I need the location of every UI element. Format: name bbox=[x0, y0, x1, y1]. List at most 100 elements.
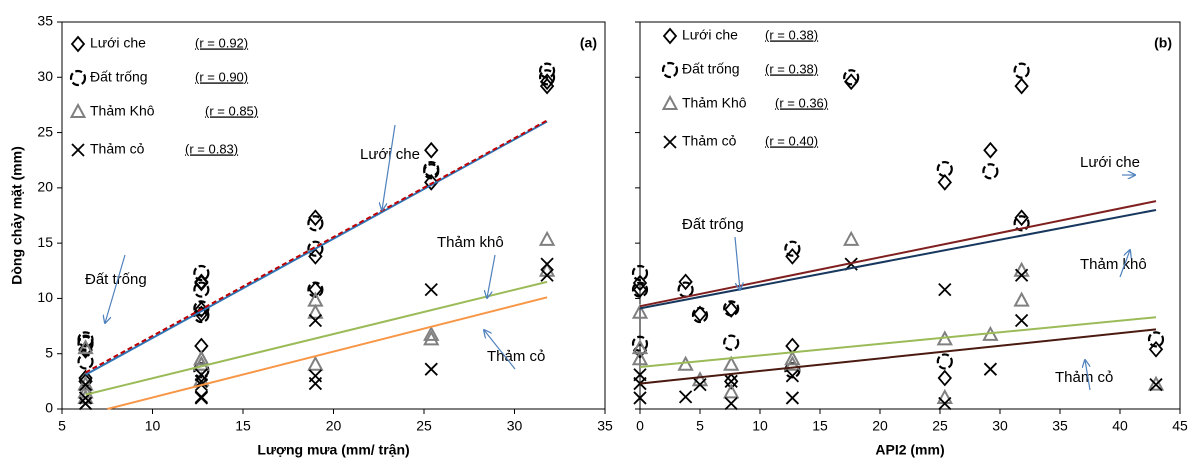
point bbox=[631, 281, 649, 298]
point bbox=[539, 77, 555, 95]
legend-symbol bbox=[663, 135, 677, 149]
point bbox=[194, 368, 209, 382]
point bbox=[1013, 62, 1030, 79]
point bbox=[1013, 291, 1030, 307]
point bbox=[724, 396, 738, 411]
y-tick-label: 35 bbox=[37, 13, 53, 29]
point bbox=[1014, 313, 1029, 328]
y-tick-label: 25 bbox=[37, 123, 53, 139]
legend-symbol bbox=[69, 69, 87, 87]
y-tick-label: 15 bbox=[37, 234, 53, 250]
point bbox=[1147, 331, 1165, 348]
point bbox=[308, 376, 323, 391]
annotation-arrow bbox=[484, 330, 516, 370]
point bbox=[631, 303, 649, 319]
annotation-arrow bbox=[382, 124, 396, 210]
point bbox=[77, 353, 94, 370]
point bbox=[983, 362, 998, 376]
point bbox=[1014, 77, 1029, 95]
point bbox=[1014, 209, 1029, 227]
point bbox=[307, 303, 324, 319]
point bbox=[724, 374, 738, 388]
x-tick-label: 5 bbox=[58, 418, 66, 434]
point bbox=[723, 383, 740, 399]
legend-symbol bbox=[71, 143, 85, 157]
point bbox=[77, 334, 94, 351]
annotation-arrow bbox=[1119, 250, 1130, 278]
trend-line bbox=[85, 280, 548, 396]
point bbox=[631, 264, 649, 282]
x-tick-label: 45 bbox=[1172, 418, 1188, 434]
y-tick-label: 5 bbox=[45, 344, 53, 360]
point bbox=[633, 391, 647, 405]
point bbox=[693, 378, 707, 392]
x-tick-label: 20 bbox=[872, 418, 888, 434]
point bbox=[632, 274, 648, 292]
legend-r-label: (r = 0.92) bbox=[195, 35, 248, 50]
point bbox=[631, 350, 649, 366]
y-tick-label: 0 bbox=[45, 400, 53, 416]
legend-symbol bbox=[69, 102, 87, 118]
point bbox=[678, 390, 693, 404]
x-tick-label: 10 bbox=[145, 418, 161, 434]
point bbox=[308, 313, 323, 328]
point bbox=[936, 388, 953, 404]
point bbox=[785, 369, 800, 383]
point bbox=[308, 209, 323, 227]
point bbox=[692, 305, 708, 323]
point bbox=[1149, 378, 1163, 392]
point bbox=[538, 62, 556, 79]
point bbox=[423, 325, 440, 341]
point bbox=[307, 355, 324, 371]
point bbox=[723, 334, 740, 351]
point bbox=[983, 141, 998, 159]
x-tick-label: 15 bbox=[812, 418, 828, 434]
y-tick-label: 30 bbox=[37, 68, 53, 84]
trend-line bbox=[639, 328, 1157, 385]
legend-symbol bbox=[661, 61, 679, 79]
point bbox=[937, 173, 952, 191]
point bbox=[1148, 340, 1164, 358]
x-tick-label: 20 bbox=[326, 418, 342, 434]
annotation-arrow bbox=[1085, 360, 1091, 391]
legend-r-label: (r = 0.85) bbox=[205, 103, 258, 118]
point bbox=[424, 141, 439, 159]
point bbox=[724, 372, 739, 390]
trend-line bbox=[639, 200, 1157, 308]
point bbox=[540, 268, 554, 282]
x-tick-label: 30 bbox=[992, 418, 1008, 434]
point bbox=[784, 240, 801, 257]
point bbox=[193, 264, 210, 282]
point bbox=[423, 160, 440, 178]
point bbox=[194, 391, 209, 405]
point bbox=[78, 378, 93, 392]
trend-line bbox=[107, 296, 548, 410]
point bbox=[424, 282, 438, 297]
legend-label: Lưới che bbox=[90, 35, 146, 51]
x-tick-label: 15 bbox=[235, 418, 251, 434]
point bbox=[307, 215, 324, 232]
point bbox=[723, 300, 740, 317]
point bbox=[307, 240, 324, 257]
point bbox=[843, 230, 860, 246]
legend-r-label: (r = 0.36) bbox=[775, 95, 828, 110]
point bbox=[1014, 268, 1029, 282]
point bbox=[1147, 375, 1165, 391]
x-axis-label: API2 (mm) bbox=[875, 442, 944, 458]
point bbox=[936, 353, 953, 370]
legend-label: Thảm Khô bbox=[90, 103, 155, 119]
legend-label: Lưới che bbox=[682, 27, 738, 43]
point bbox=[77, 339, 94, 355]
point bbox=[633, 368, 647, 382]
panel: 0 5 10 15 20 25 30 35 40 45 API2 (mm) (b) Lưới che (r… bbox=[631, 21, 1188, 458]
annotation: Lưới che bbox=[1080, 154, 1140, 171]
x-tick-label: 35 bbox=[1052, 418, 1068, 434]
x-tick-label: 0 bbox=[636, 418, 644, 434]
x-tick-label: 25 bbox=[416, 418, 432, 434]
point bbox=[539, 73, 555, 91]
panel-label: (a) bbox=[580, 35, 597, 51]
x-tick-label: 35 bbox=[597, 418, 613, 434]
y-axis-label: Dòng chảy mặt (mm) bbox=[9, 146, 25, 284]
point bbox=[982, 163, 999, 180]
